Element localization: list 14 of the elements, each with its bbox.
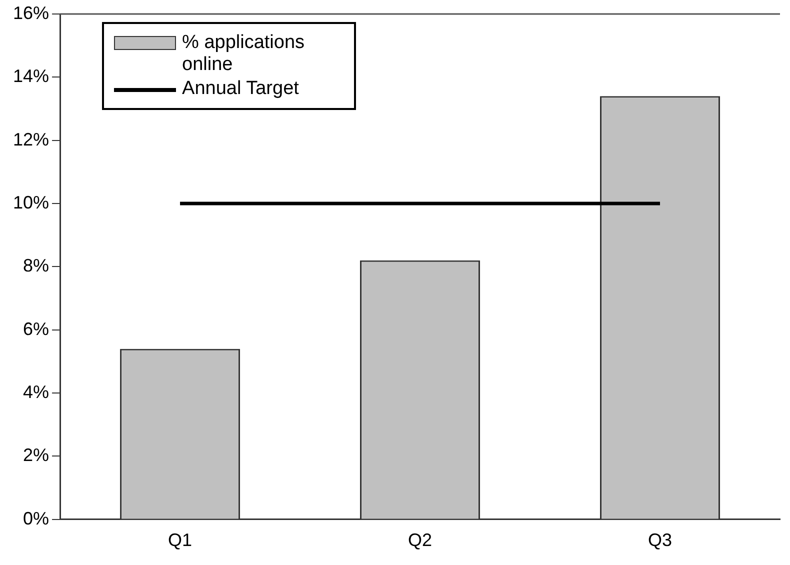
legend-label: Annual Target — [182, 78, 299, 100]
y-tick-label: 16% — [12, 2, 50, 23]
y-tick-label: 4% — [23, 382, 50, 402]
y-tick-label: 10% — [12, 192, 50, 212]
x-tick-label: Q2 — [408, 530, 432, 550]
y-tick-label: 12% — [12, 129, 50, 150]
y-tick-label: 2% — [23, 445, 50, 466]
y-tick-label: 14% — [12, 66, 50, 86]
legend-label: % applications online — [182, 32, 306, 76]
x-tick-label: Q3 — [648, 530, 672, 550]
y-tick-label: 6% — [23, 318, 50, 339]
x-tick-label: Q1 — [168, 530, 192, 550]
y-tick-label: 0% — [23, 508, 50, 528]
y-tick-label: 8% — [23, 256, 50, 276]
